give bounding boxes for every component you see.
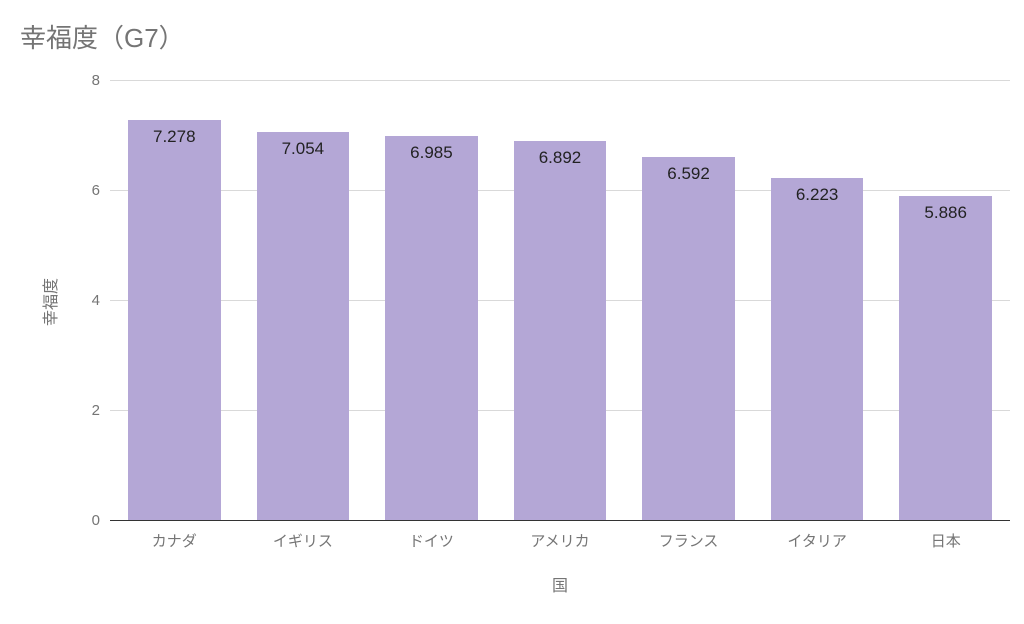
y-tick-label: 4: [60, 292, 100, 309]
bar: [128, 120, 221, 520]
chart-title: 幸福度（G7）: [20, 18, 185, 55]
bar-slot: 5.886: [881, 80, 1010, 520]
bar: [642, 157, 735, 520]
y-tick-label: 6: [60, 182, 100, 199]
bar: [771, 178, 864, 520]
x-tick-label: イギリス: [239, 530, 368, 551]
bars-container: 7.2787.0546.9856.8926.5926.2235.886: [110, 80, 1010, 520]
bar: [257, 132, 350, 520]
bar-value-label: 6.223: [753, 185, 882, 205]
bar-slot: 7.054: [239, 80, 368, 520]
x-tick-label: フランス: [624, 530, 753, 551]
chart-root: 幸福度（G7） 幸福度 国 7.2787.0546.9856.8926.5926…: [0, 0, 1024, 624]
bar: [514, 141, 607, 520]
x-tick-label: イタリア: [753, 530, 882, 551]
y-tick-label: 2: [60, 402, 100, 419]
x-tick-label: ドイツ: [367, 530, 496, 551]
bar-value-label: 6.592: [624, 164, 753, 184]
bar: [899, 196, 992, 520]
bar-slot: 6.223: [753, 80, 882, 520]
bar-value-label: 7.054: [239, 139, 368, 159]
bar-value-label: 6.892: [496, 148, 625, 168]
y-axis-title: 幸福度: [37, 252, 61, 352]
plot-area: 7.2787.0546.9856.8926.5926.2235.886: [110, 80, 1010, 520]
bar-slot: 6.592: [624, 80, 753, 520]
baseline: [110, 520, 1010, 521]
x-axis-title: 国: [510, 572, 610, 596]
x-tick-label: 日本: [881, 530, 1010, 551]
y-tick-label: 8: [60, 72, 100, 89]
bar-slot: 6.892: [496, 80, 625, 520]
bar-slot: 7.278: [110, 80, 239, 520]
x-tick-label: カナダ: [110, 530, 239, 551]
bar-value-label: 7.278: [110, 127, 239, 147]
bar-slot: 6.985: [367, 80, 496, 520]
bar-value-label: 5.886: [881, 203, 1010, 223]
bar-value-label: 6.985: [367, 143, 496, 163]
x-tick-label: アメリカ: [496, 530, 625, 551]
bar: [385, 136, 478, 520]
y-tick-label: 0: [60, 512, 100, 529]
